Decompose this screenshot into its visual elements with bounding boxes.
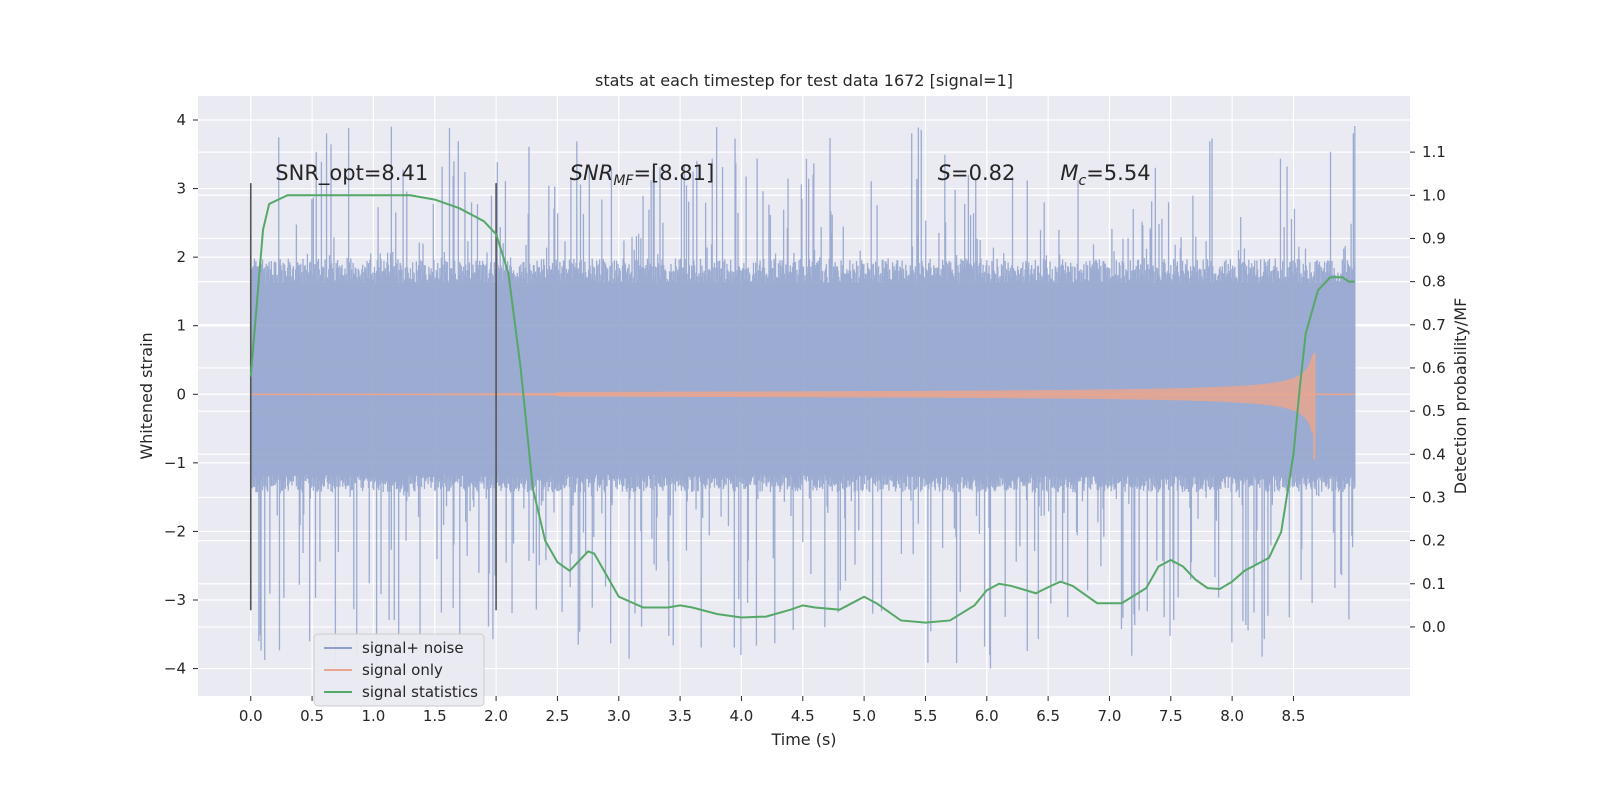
- y-tick-label: −4: [164, 660, 186, 678]
- y2-tick-label: 0.4: [1422, 445, 1446, 463]
- annotation-mc: Mc=5.54: [1060, 161, 1150, 189]
- series-signal-statistics: [249, 194, 1355, 624]
- y-tick-label: −3: [164, 591, 186, 609]
- y-tick-label: 0: [176, 385, 186, 403]
- y2-tick-label: 0.9: [1422, 229, 1446, 247]
- x-tick-label: 3.0: [607, 707, 631, 725]
- y-axis-label: Whitened strain: [137, 332, 156, 459]
- x-tick-label: 6.0: [975, 707, 999, 725]
- x-tick-label: 4.5: [791, 707, 815, 725]
- y2-tick-label: 0.0: [1422, 618, 1446, 636]
- legend-label: signal+ noise: [362, 639, 464, 657]
- x-tick-label: 0.5: [300, 707, 324, 725]
- x-tick-label: 5.5: [914, 707, 938, 725]
- x-tick-label: 6.5: [1036, 707, 1060, 725]
- x-tick-label: 8.0: [1220, 707, 1244, 725]
- y2-tick-label: 0.2: [1422, 532, 1446, 550]
- y2-tick-label: 0.3: [1422, 488, 1446, 506]
- legend-frame: [313, 633, 485, 707]
- x-tick-label: 0.0: [239, 707, 263, 725]
- x-tick-label: 1.5: [423, 707, 447, 725]
- x-tick-label: 2.0: [484, 707, 508, 725]
- annotation-snr-mf: SNRMF=[8.81]: [570, 161, 715, 189]
- x-tick-label: 7.0: [1098, 707, 1122, 725]
- annotation-s: S=0.82: [938, 161, 1016, 185]
- snr-mf-symbol: SNR: [570, 161, 614, 185]
- mc-value: =5.54: [1086, 161, 1150, 185]
- x-tick-label: 1.0: [361, 707, 385, 725]
- y-tick-label: 1: [176, 317, 186, 335]
- y2-tick-label: 0.7: [1422, 316, 1446, 334]
- y2-axis-label: Detection probability/MF: [1451, 298, 1470, 495]
- x-tick-label: 5.0: [852, 707, 876, 725]
- mc-subscript: c: [1079, 173, 1087, 189]
- x-tick-label: 2.5: [545, 707, 569, 725]
- x-tick-label: 4.0: [730, 707, 754, 725]
- y-tick-label: −1: [164, 454, 186, 472]
- chart-title: stats at each timestep for test data 167…: [595, 71, 1013, 90]
- y2-tick-label: 1.1: [1422, 143, 1446, 161]
- s-value: =0.82: [951, 161, 1015, 185]
- y2-tick-label: 0.1: [1422, 575, 1446, 593]
- x-tick-label: 8.5: [1282, 707, 1306, 725]
- y2-tick-label: 0.5: [1422, 402, 1446, 420]
- legend-label: signal only: [362, 661, 443, 679]
- y2-tick-label: 0.6: [1422, 359, 1446, 377]
- y-tick-label: 4: [176, 111, 186, 129]
- annotation-snr-opt: SNR_opt=8.41: [275, 161, 428, 186]
- snr-mf-subscript: MF: [613, 173, 634, 189]
- x-tick-label: 3.5: [668, 707, 692, 725]
- mc-symbol: M: [1060, 161, 1078, 185]
- snr-mf-value: =[8.81]: [633, 161, 714, 185]
- x-axis-label: Time (s): [770, 730, 836, 749]
- axes: 0.0 0.5 1.0 1.5 2.0 2.5 3.0 3.5 4.0 4.5 5.0 5.5 6.0 6…: [164, 111, 1446, 725]
- y-tick-label: −2: [164, 522, 186, 540]
- y2-tick-label: 1.0: [1422, 186, 1446, 204]
- y-tick-label: 2: [176, 248, 186, 266]
- y2-tick-label: 0.8: [1422, 273, 1446, 291]
- s-symbol: S: [938, 161, 951, 185]
- legend: signal+ noise signal only signal statistic…: [313, 633, 485, 707]
- y-tick-label: 3: [176, 180, 186, 198]
- legend-label: signal statistics: [362, 683, 478, 701]
- series-layer: [249, 125, 1356, 669]
- x-tick-label: 7.5: [1159, 707, 1183, 725]
